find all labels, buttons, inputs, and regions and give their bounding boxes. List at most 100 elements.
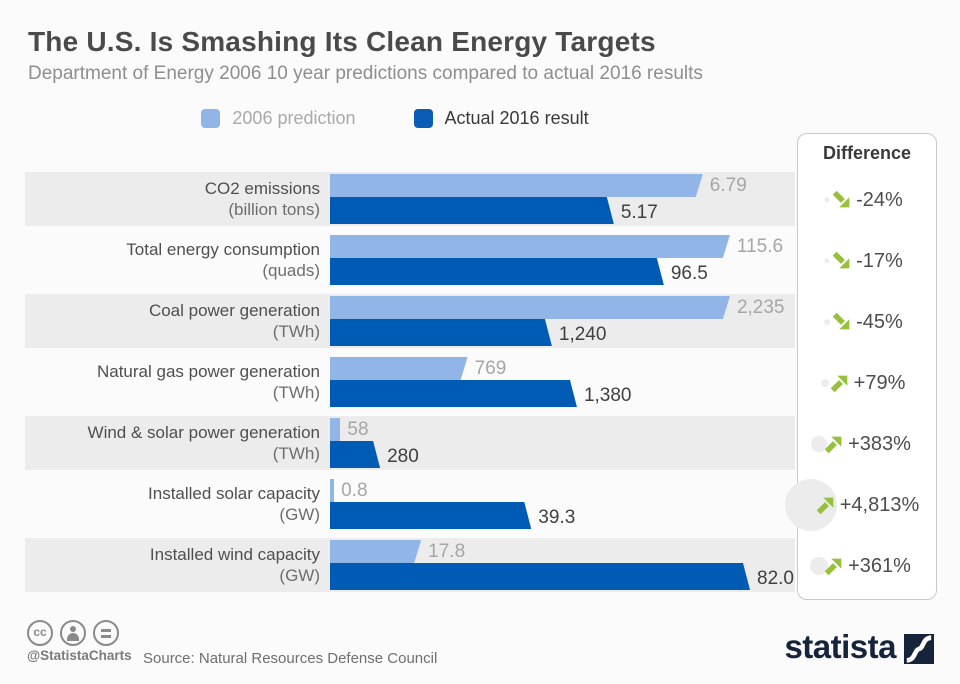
chart-row-co2-emissions: CO2 emissions (billion tons) 6.79 5.17 [25, 172, 795, 226]
prediction-bar [330, 235, 730, 258]
page-subtitle: Department of Energy 2006 10 year predic… [28, 63, 703, 84]
category-label: Installed solar capacity [148, 484, 320, 503]
legend-item-actual: Actual 2016 result [413, 108, 589, 129]
arrow-up-right-icon [824, 558, 842, 576]
equal-icon [93, 620, 119, 646]
prediction-bar [330, 540, 421, 563]
bar-group: 769 1,380 [330, 355, 790, 409]
magnitude-bubble [811, 436, 828, 452]
unit-label: (GW) [279, 566, 320, 585]
chart-row-natural-gas-power-generation: Natural gas power generation (TWh) 769 1… [25, 355, 795, 409]
difference-value: +383% [848, 432, 911, 455]
actual-value: 96.5 [670, 262, 708, 284]
prediction-bar [330, 357, 468, 380]
actual-bar [330, 258, 664, 285]
bar-group: 0.8 39.3 [330, 477, 790, 531]
difference-value: +4,813% [839, 493, 920, 516]
difference-item: +361% [798, 536, 936, 596]
license-icons: cc [27, 620, 119, 646]
difference-value: +79% [853, 371, 906, 394]
bar-group: 17.8 82.0 [330, 538, 794, 592]
difference-panel: Difference -24% -17% -45% [784, 133, 937, 600]
category-label: CO2 emissions [204, 179, 320, 198]
trend-arrow-wrap [820, 372, 851, 394]
prediction-swatch-icon [201, 109, 221, 128]
chart-row-wind-solar-power-generation: Wind & solar power generation (TWh) 58 2… [25, 416, 795, 470]
category-label: Installed wind capacity [149, 545, 320, 564]
legend-label-actual: Actual 2016 result [444, 108, 589, 128]
arrow-down-right-icon [832, 190, 850, 208]
legend-item-prediction: 2006 prediction [201, 108, 356, 129]
magnitude-bubble [824, 319, 831, 325]
prediction-value: 769 [474, 357, 507, 379]
prediction-value: 6.79 [709, 174, 747, 196]
actual-bar [330, 197, 614, 224]
trend-arrow-wrap [811, 433, 845, 455]
actual-value: 39.3 [538, 506, 576, 528]
difference-item: +383% [798, 414, 936, 474]
row-label: Installed solar capacity (GW) [25, 477, 320, 531]
statista-wordmark: statista [784, 628, 896, 665]
page-title: The U.S. Is Smashing Its Clean Energy Ta… [28, 26, 656, 57]
chart-row-installed-wind-capacity: Installed wind capacity (GW) 17.8 82.0 [25, 538, 795, 592]
cc-icon: cc [27, 620, 53, 646]
bar-group: 2,235 1,240 [330, 294, 790, 348]
row-label: Installed wind capacity (GW) [25, 538, 320, 592]
prediction-value: 17.8 [428, 540, 466, 562]
prediction-bar [330, 296, 730, 319]
difference-item: +4,813% [784, 475, 936, 535]
prediction-value: 0.8 [341, 479, 368, 501]
unit-label: (TWh) [272, 322, 320, 341]
statista-logo: statista [784, 628, 934, 668]
magnitude-bubble [784, 479, 837, 531]
statista-mark-icon [904, 634, 934, 664]
actual-bar [330, 319, 552, 346]
difference-value: +361% [848, 554, 911, 577]
magnitude-bubble [824, 258, 830, 264]
prediction-bar [330, 174, 703, 197]
prediction-bar [330, 479, 335, 502]
magnitude-bubble [820, 379, 829, 387]
row-label: Coal power generation (TWh) [25, 294, 320, 348]
arrow-down-right-icon [832, 312, 850, 330]
difference-value: -45% [856, 310, 903, 333]
category-label: Total energy consumption [126, 240, 320, 259]
difference-value: -17% [856, 249, 903, 272]
chart-row-coal-power-generation: Coal power generation (TWh) 2,235 1,240 [25, 294, 795, 348]
row-label: Wind & solar power generation (TWh) [25, 416, 320, 470]
actual-value: 5.17 [620, 201, 658, 223]
bar-group: 58 280 [330, 416, 790, 470]
arrow-down-right-icon [832, 251, 850, 269]
chart-rows: CO2 emissions (billion tons) 6.79 5.17 T… [25, 172, 795, 599]
trend-arrow-wrap [824, 250, 853, 272]
arrow-up-right-icon [830, 375, 847, 393]
category-label: Coal power generation [148, 301, 320, 320]
row-label: Natural gas power generation (TWh) [25, 355, 320, 409]
difference-panel-header: Difference [822, 143, 912, 163]
unit-label: (TWh) [272, 383, 320, 402]
actual-bar [330, 380, 577, 407]
difference-item: -45% [798, 292, 936, 352]
statista-charts-handle: @StatistaCharts [27, 648, 132, 663]
trend-arrow-wrap [824, 189, 853, 211]
actual-bar [330, 563, 750, 590]
chart-row-installed-solar-capacity: Installed solar capacity (GW) 0.8 39.3 [25, 477, 795, 531]
magnitude-bubble [810, 557, 829, 575]
prediction-value: 115.6 [736, 235, 784, 257]
difference-item: -24% [798, 170, 936, 230]
bar-group: 6.79 5.17 [330, 172, 790, 226]
bar-group: 115.6 96.5 [330, 233, 790, 287]
arrow-up-right-icon [816, 497, 834, 515]
trend-arrow-wrap [824, 311, 853, 333]
actual-bar [330, 441, 380, 468]
arrow-up-right-icon [824, 436, 842, 454]
trend-arrow-wrap [784, 479, 837, 531]
actual-swatch-icon [413, 109, 433, 128]
unit-label: (billion tons) [228, 200, 320, 219]
prediction-bar [330, 418, 341, 441]
unit-label: (TWh) [272, 444, 320, 463]
difference-item: -17% [798, 231, 936, 291]
actual-value: 280 [387, 445, 419, 467]
row-label: CO2 emissions (billion tons) [25, 172, 320, 226]
